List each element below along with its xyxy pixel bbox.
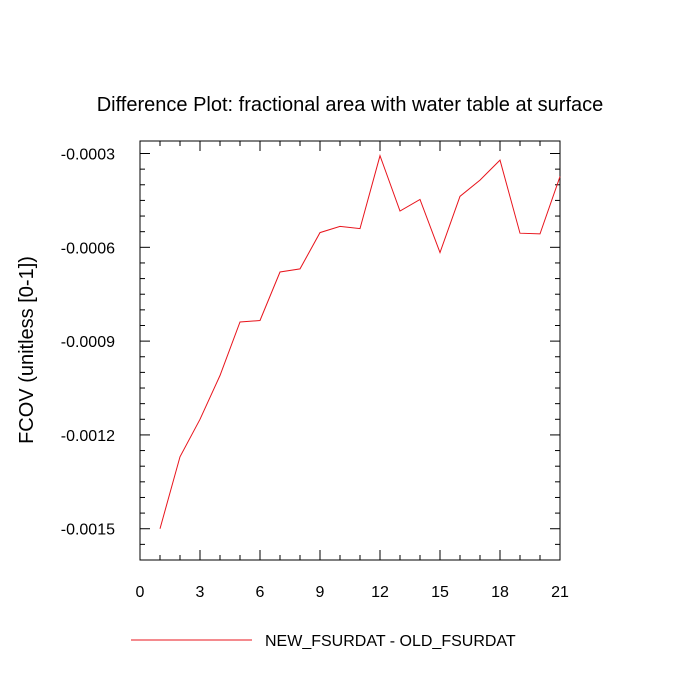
x-axis-ticks: 0 3 6 9 12 15 18 21: [136, 141, 569, 601]
x-tick-label: 3: [196, 584, 205, 601]
x-tick-label: 0: [136, 584, 145, 601]
y-axis-ticks: -0.0015 -0.0012 -0.0009 -0.0006 -0.0003: [61, 147, 560, 561]
plot-area: [139, 140, 561, 561]
legend: NEW_FSURDAT - OLD_FSURDAT: [131, 633, 516, 650]
x-tick-label: 9: [316, 584, 325, 601]
x-tick-label: 15: [431, 584, 449, 601]
y-tick-label: -0.0009: [61, 334, 115, 351]
series-line: [159, 154, 561, 529]
y-tick-label: -0.0012: [61, 428, 115, 445]
series-group: [159, 154, 561, 529]
y-tick-label: -0.0015: [61, 522, 115, 539]
y-tick-label: -0.0003: [61, 147, 115, 164]
x-tick-label: 12: [371, 584, 389, 601]
x-tick-label: 6: [256, 584, 265, 601]
x-tick-label: 21: [551, 584, 569, 601]
y-tick-label: -0.0006: [61, 240, 115, 257]
plot-frame: [139, 140, 561, 561]
x-tick-label: 18: [491, 584, 509, 601]
legend-label: NEW_FSURDAT - OLD_FSURDAT: [265, 633, 516, 650]
chart-title: Difference Plot: fractional area with wa…: [97, 94, 604, 116]
y-axis-label: FCOV (unitless [0-1]): [16, 256, 38, 444]
